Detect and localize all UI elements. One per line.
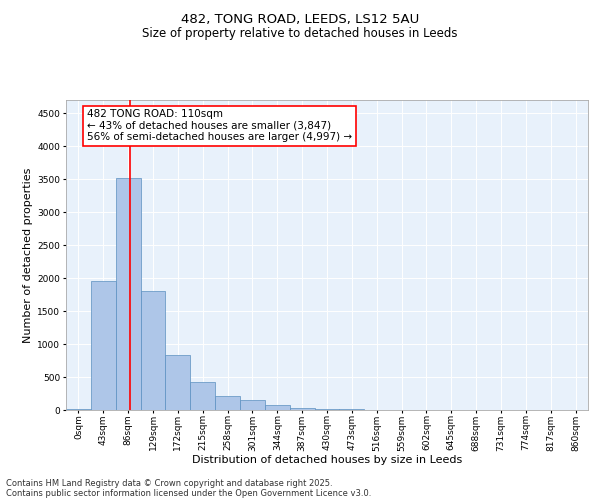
Text: Contains public sector information licensed under the Open Government Licence v3: Contains public sector information licen… [6, 488, 371, 498]
Bar [215, 396, 240, 410]
Text: Size of property relative to detached houses in Leeds: Size of property relative to detached ho… [142, 28, 458, 40]
Bar [91, 282, 116, 410]
Bar [314, 409, 340, 410]
Y-axis label: Number of detached properties: Number of detached properties [23, 168, 33, 342]
Bar [116, 178, 140, 410]
X-axis label: Distribution of detached houses by size in Leeds: Distribution of detached houses by size … [192, 454, 462, 464]
Text: 482 TONG ROAD: 110sqm
← 43% of detached houses are smaller (3,847)
56% of semi-d: 482 TONG ROAD: 110sqm ← 43% of detached … [87, 110, 352, 142]
Bar [265, 404, 290, 410]
Bar [140, 292, 166, 410]
Bar [240, 400, 265, 410]
Bar [190, 382, 215, 410]
Bar [166, 354, 190, 410]
Text: 482, TONG ROAD, LEEDS, LS12 5AU: 482, TONG ROAD, LEEDS, LS12 5AU [181, 12, 419, 26]
Bar [290, 408, 314, 410]
Text: Contains HM Land Registry data © Crown copyright and database right 2025.: Contains HM Land Registry data © Crown c… [6, 478, 332, 488]
